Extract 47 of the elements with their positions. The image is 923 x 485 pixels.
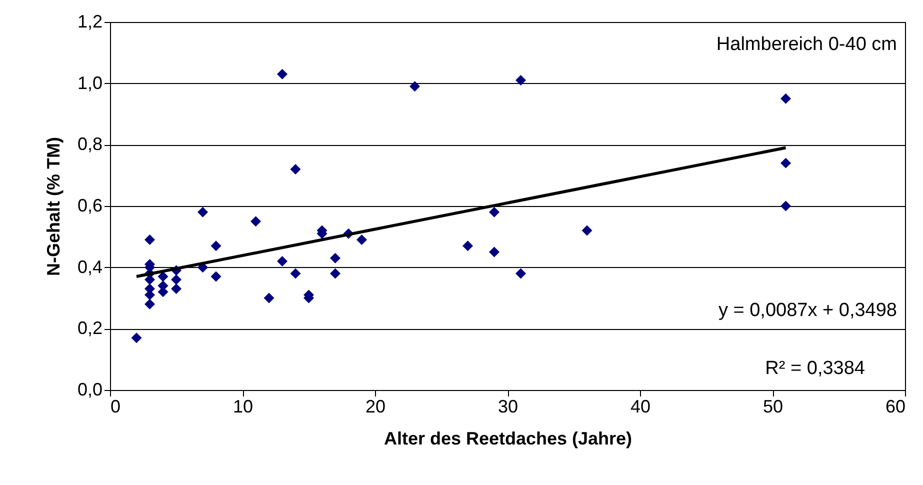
y-tick-label: 1,2 [77, 12, 102, 32]
y-tick-label: 0,2 [77, 318, 102, 338]
point [780, 93, 791, 104]
x-tick-label: 40 [630, 396, 651, 416]
y-tick-label: 0,6 [77, 196, 102, 216]
point [290, 164, 301, 174]
point [250, 216, 261, 227]
point [489, 246, 500, 258]
point [210, 271, 222, 282]
point [144, 298, 155, 310]
annotation: y = 0,0087x + 0,3498 [718, 300, 897, 321]
point [290, 268, 301, 279]
point [780, 158, 791, 168]
x-tick-label: 20 [365, 396, 386, 416]
point [516, 268, 526, 279]
point [171, 274, 182, 285]
y-tick-label: 0,0 [77, 380, 102, 400]
point [489, 206, 500, 218]
annotation: R² = 0,3384 [765, 358, 866, 379]
point [144, 234, 155, 245]
point [516, 75, 526, 86]
point [462, 240, 473, 252]
y-axis-title: N-Gehalt (% TM) [43, 137, 64, 276]
x-tick-label: 50 [762, 396, 784, 416]
point [210, 240, 222, 252]
y-tick-label: 1,0 [77, 72, 102, 93]
annotation: Halmbereich 0-40 cm [716, 34, 897, 55]
point [780, 200, 791, 212]
point [356, 234, 367, 245]
x-tick-label: 0 [110, 396, 121, 416]
x-tick-label: 10 [232, 396, 254, 416]
point [277, 68, 288, 80]
point [277, 256, 288, 266]
point [330, 268, 340, 279]
point [410, 81, 420, 92]
y-tick-label: 0,8 [77, 134, 102, 154]
point [264, 292, 274, 304]
point [582, 225, 592, 236]
x-axis-title: Alter des Reetdaches (Jahre) [384, 428, 632, 448]
x-tick-label: 60 [885, 396, 906, 416]
point [198, 206, 208, 218]
point [171, 284, 182, 294]
x-tick-label: 30 [498, 396, 518, 416]
point [330, 252, 340, 264]
y-tick-label: 0,4 [77, 256, 102, 277]
point [158, 271, 168, 282]
point [131, 332, 142, 344]
